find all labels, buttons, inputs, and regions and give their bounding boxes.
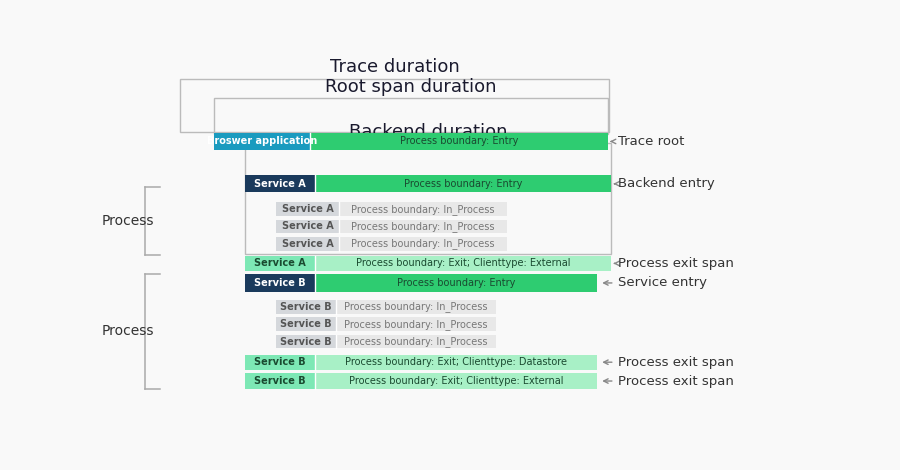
- Bar: [338, 202, 507, 216]
- Text: Process boundary: In_Process: Process boundary: In_Process: [351, 204, 494, 215]
- Text: Process boundary: In_Process: Process boundary: In_Process: [344, 319, 488, 329]
- Text: Service B: Service B: [255, 278, 306, 288]
- Bar: [316, 354, 598, 370]
- Text: Broswer application: Broswer application: [207, 136, 317, 147]
- Text: Process boundary: In_Process: Process boundary: In_Process: [344, 301, 488, 312]
- Text: Service A: Service A: [282, 204, 333, 214]
- Bar: [276, 202, 338, 216]
- Bar: [276, 219, 338, 234]
- Text: Service B: Service B: [280, 319, 332, 329]
- Text: Process boundary: Entry: Process boundary: Entry: [404, 179, 522, 189]
- Text: Service entry: Service entry: [618, 276, 707, 290]
- Text: Service A: Service A: [254, 179, 306, 189]
- Text: Trace duration: Trace duration: [329, 58, 460, 76]
- Text: Process boundary: Entry: Process boundary: Entry: [400, 136, 518, 147]
- Bar: [315, 175, 611, 193]
- Text: Process boundary: Exit; Clienttype: External: Process boundary: Exit; Clienttype: Exte…: [349, 376, 563, 386]
- Text: Service A: Service A: [282, 239, 333, 249]
- Text: Service B: Service B: [255, 376, 306, 386]
- Bar: [276, 237, 338, 251]
- Bar: [213, 133, 310, 150]
- Text: Service B: Service B: [280, 337, 332, 346]
- Bar: [336, 300, 496, 313]
- Bar: [213, 98, 608, 134]
- Text: Process exit span: Process exit span: [618, 356, 734, 368]
- Bar: [336, 317, 496, 331]
- Text: Service B: Service B: [255, 357, 306, 367]
- Text: Backend entry: Backend entry: [618, 177, 715, 190]
- Bar: [245, 374, 316, 389]
- Text: Process boundary: In_Process: Process boundary: In_Process: [344, 336, 488, 347]
- Bar: [316, 374, 598, 389]
- Bar: [245, 274, 316, 291]
- Bar: [315, 256, 611, 271]
- Text: Process boundary: Exit; Clienttype: External: Process boundary: Exit; Clienttype: Exte…: [356, 258, 571, 268]
- Bar: [316, 274, 598, 291]
- Text: Backend duration: Backend duration: [349, 123, 508, 141]
- Bar: [310, 133, 608, 150]
- Text: Trace root: Trace root: [618, 135, 685, 148]
- Bar: [276, 317, 336, 331]
- Bar: [245, 143, 611, 254]
- Bar: [276, 335, 336, 348]
- Bar: [245, 354, 316, 370]
- Text: Process exit span: Process exit span: [618, 257, 734, 270]
- Text: Process boundary: In_Process: Process boundary: In_Process: [351, 221, 494, 232]
- Text: Service A: Service A: [254, 258, 306, 268]
- Bar: [338, 219, 507, 234]
- Text: Process boundary: In_Process: Process boundary: In_Process: [351, 238, 494, 249]
- Text: Process boundary: Exit; Clienttype: Datastore: Process boundary: Exit; Clienttype: Data…: [346, 357, 567, 367]
- Bar: [276, 300, 336, 313]
- Text: Process: Process: [102, 214, 154, 227]
- Bar: [180, 79, 609, 133]
- Bar: [245, 256, 315, 271]
- Text: Root span duration: Root span duration: [325, 78, 497, 96]
- Text: Process boundary: Entry: Process boundary: Entry: [397, 278, 516, 288]
- Text: Process exit span: Process exit span: [618, 375, 734, 388]
- Bar: [336, 335, 496, 348]
- Text: Service A: Service A: [282, 221, 333, 232]
- Bar: [338, 237, 507, 251]
- Text: Process: Process: [102, 324, 154, 338]
- Text: Service B: Service B: [280, 302, 332, 312]
- Bar: [245, 175, 315, 193]
